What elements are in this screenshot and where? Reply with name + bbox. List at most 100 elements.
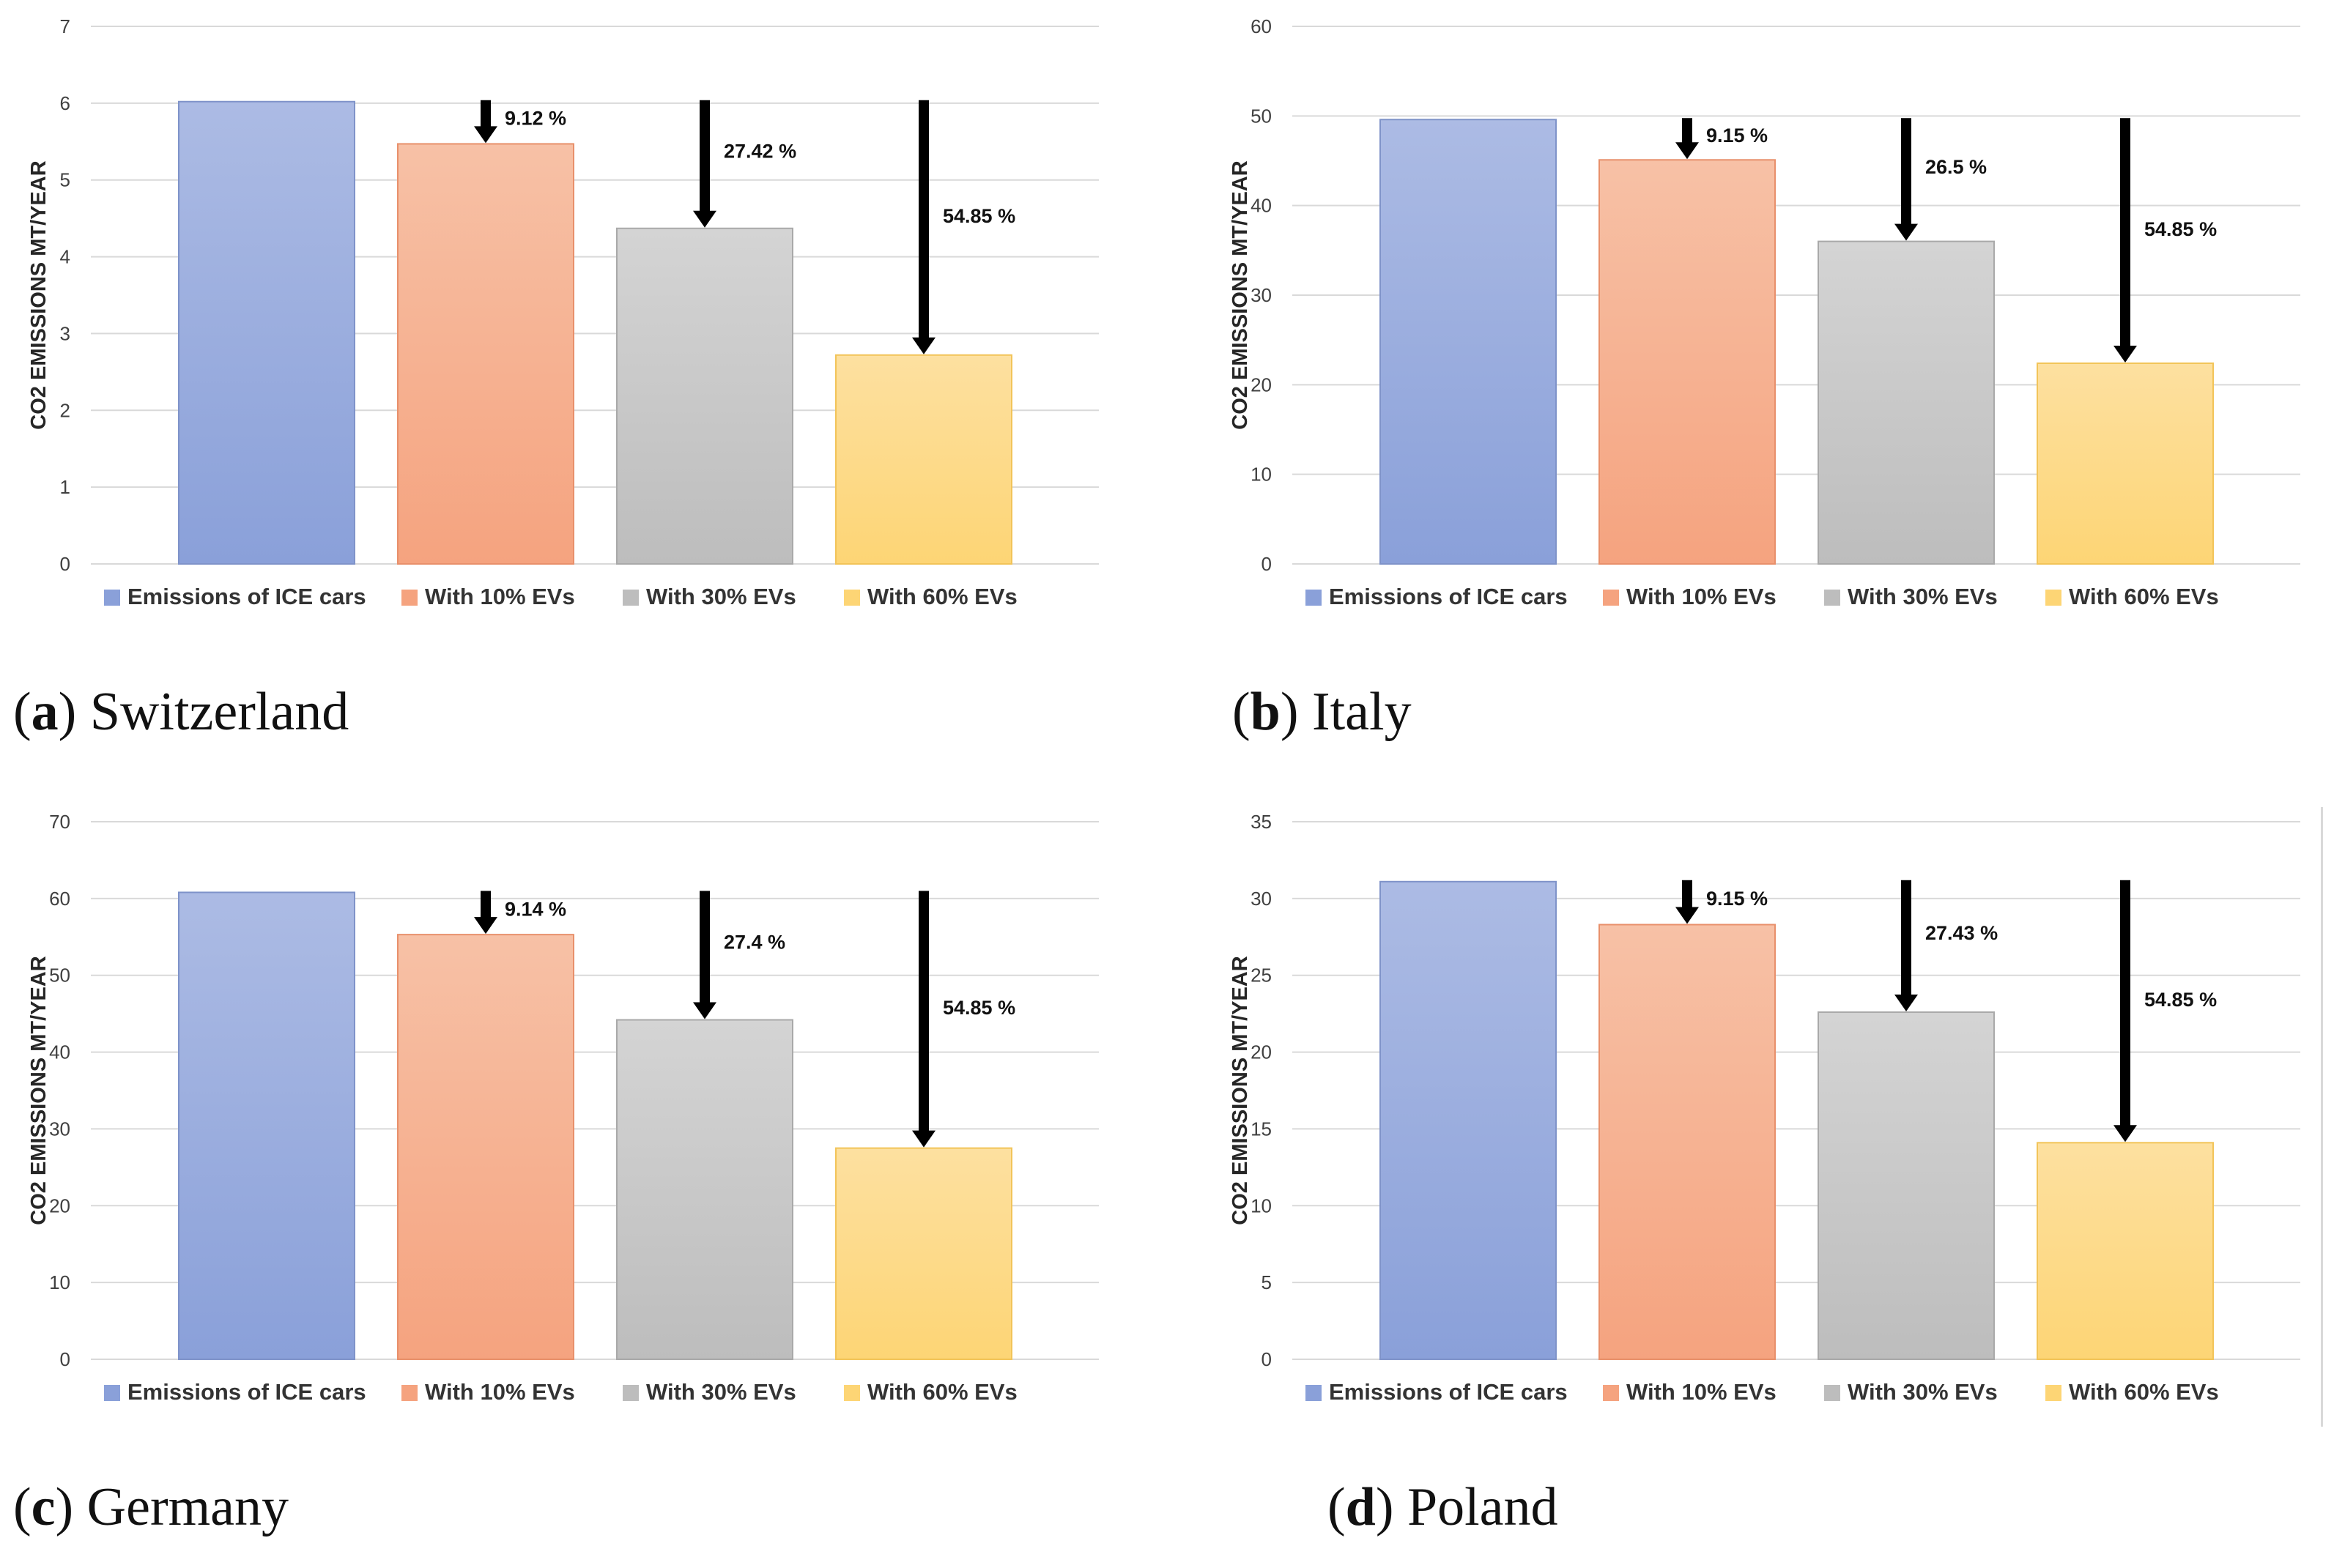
- legend-item: With 60% EVs: [844, 1379, 1018, 1405]
- reduction-arrow: [912, 100, 936, 354]
- y-tick-label: 40: [1251, 195, 1272, 217]
- legend-item: With 30% EVs: [1824, 584, 1998, 609]
- legend-label: Emissions of ICE cars: [1329, 1379, 1568, 1405]
- legend-swatch: [1305, 1385, 1322, 1401]
- y-tick-label: 10: [49, 1271, 70, 1293]
- legend-label: With 10% EVs: [1626, 584, 1777, 609]
- y-tick-label: 10: [1251, 1194, 1272, 1216]
- legend-label: With 60% EVs: [867, 584, 1018, 609]
- legend-label: With 10% EVs: [425, 584, 575, 609]
- caption-letter: d: [1345, 1477, 1376, 1537]
- legend-swatch: [401, 1385, 418, 1401]
- reduction-arrow: [1894, 118, 1918, 241]
- y-tick-label: 70: [49, 811, 70, 833]
- y-axis-label: CO2 EMISSIONS MT/YEAR: [27, 956, 51, 1225]
- y-tick-label: 30: [49, 1118, 70, 1140]
- bar-ev10: [1598, 924, 1776, 1361]
- bar-ev30: [616, 1019, 793, 1360]
- y-tick-label: 0: [60, 553, 70, 575]
- chart-panel-germany: 0 10 20 30 40 50 60 70 CO2 EMISSIONS MT/YEAR 9.14…: [0, 795, 1128, 1440]
- y-tick-label: 20: [1251, 374, 1272, 395]
- legend-swatch: [2045, 1385, 2061, 1401]
- y-tick-label: 60: [1251, 15, 1272, 37]
- bar-ev10: [1598, 159, 1776, 565]
- bar-ev10: [397, 143, 574, 565]
- bar-ev60: [835, 354, 1012, 565]
- legend-label: With 30% EVs: [646, 584, 796, 609]
- y-tick-label: 35: [1251, 811, 1272, 833]
- reduction-label: 54.85 %: [2144, 989, 2217, 1011]
- y-tick-label: 3: [60, 322, 70, 344]
- legend-label: With 10% EVs: [1626, 1379, 1777, 1405]
- y-tick-label: 50: [49, 965, 70, 986]
- legend-item: With 10% EVs: [401, 584, 575, 609]
- legend-label: Emissions of ICE cars: [127, 584, 366, 609]
- reduction-arrow: [474, 100, 497, 144]
- legend-swatch: [1603, 1385, 1619, 1401]
- bar-ice: [178, 891, 355, 1360]
- y-tick-label: 7: [60, 15, 70, 37]
- reduction-label: 26.5 %: [1925, 156, 1987, 178]
- reduction-arrow: [2113, 118, 2137, 363]
- reduction-arrow: [474, 891, 497, 935]
- legend-label: Emissions of ICE cars: [1329, 584, 1568, 609]
- reduction-label: 54.85 %: [2144, 218, 2217, 240]
- legend-label: With 60% EVs: [867, 1379, 1018, 1405]
- chart-panel-poland: 0 5 10 15 20 25 30 35 CO2 EMISSIONS MT/YEAR 9.15 …: [1201, 795, 2330, 1440]
- caption-title: Switzerland: [89, 682, 349, 742]
- bar-ev60: [2037, 362, 2214, 565]
- y-axis-label: CO2 EMISSIONS MT/YEAR: [1229, 956, 1252, 1225]
- legend-swatch: [623, 590, 639, 606]
- y-tick-label: 1: [60, 476, 70, 498]
- caption-letter: a: [31, 682, 59, 742]
- reduction-label: 9.15 %: [1706, 125, 1768, 146]
- reduction-label: 9.12 %: [505, 108, 566, 130]
- panel-divider: [2321, 807, 2323, 1427]
- y-tick-label: 15: [1251, 1118, 1272, 1140]
- bar-ev60: [2037, 1142, 2214, 1360]
- reduction-arrow: [1675, 880, 1699, 924]
- chart-switzerland: 0 1 2 3 4 5 6 7 CO2 EMISSIONS MT/YEAR 9.12 % 27.42…: [27, 15, 1099, 609]
- y-tick-label: 40: [49, 1041, 70, 1063]
- reduction-arrow: [693, 100, 716, 228]
- caption-letter: c: [31, 1477, 56, 1537]
- reduction-label: 54.85 %: [943, 205, 1015, 227]
- y-tick-label: 60: [49, 888, 70, 910]
- y-axis-label: CO2 EMISSIONS MT/YEAR: [1229, 160, 1252, 429]
- y-tick-label: 0: [60, 1348, 70, 1370]
- y-tick-label: 6: [60, 92, 70, 114]
- y-tick-label: 5: [1262, 1271, 1272, 1293]
- caption-letter: b: [1250, 682, 1281, 742]
- reduction-label: 9.14 %: [505, 898, 566, 920]
- reduction-label: 27.43 %: [1925, 922, 1998, 944]
- y-tick-label: 20: [49, 1194, 70, 1216]
- legend-item: With 60% EVs: [2045, 1379, 2219, 1405]
- legend-swatch: [1824, 1385, 1840, 1401]
- legend-label: With 10% EVs: [425, 1379, 575, 1405]
- reduction-arrow: [1675, 118, 1699, 160]
- y-tick-label: 2: [60, 399, 70, 421]
- legend-swatch: [1603, 590, 1619, 606]
- legend-swatch: [623, 1385, 639, 1401]
- bar-ice: [178, 100, 355, 565]
- chart-poland: 0 5 10 15 20 25 30 35 CO2 EMISSIONS MT/YEAR 9.15 …: [1229, 811, 2300, 1405]
- legend-swatch: [1305, 590, 1322, 606]
- reduction-label: 27.42 %: [724, 141, 796, 163]
- legend-swatch: [104, 590, 120, 606]
- chart-italy: 0 10 20 30 40 50 60 CO2 EMISSIONS MT/YEAR 9.15 %…: [1229, 15, 2300, 609]
- legend-swatch: [104, 1385, 120, 1401]
- bar-ev30: [1818, 1011, 1995, 1360]
- reduction-label: 54.85 %: [943, 997, 1015, 1019]
- caption-switzerland: (a) Switzerland: [13, 682, 349, 742]
- y-tick-label: 50: [1251, 105, 1272, 127]
- chart-panel-switzerland: 0 1 2 3 4 5 6 7 CO2 EMISSIONS MT/YEAR 9.12 % 27.42…: [0, 0, 1128, 644]
- reduction-arrow: [2113, 880, 2137, 1142]
- legend-item: With 30% EVs: [1824, 1379, 1998, 1405]
- legend-swatch: [844, 590, 860, 606]
- bar-ev60: [835, 1147, 1012, 1360]
- caption-italy: (b) Italy: [1232, 682, 1412, 742]
- bar-ev10: [397, 934, 574, 1360]
- legend-label: With 30% EVs: [1848, 584, 1998, 609]
- legend-swatch: [844, 1385, 860, 1401]
- reduction-arrow: [1894, 880, 1918, 1012]
